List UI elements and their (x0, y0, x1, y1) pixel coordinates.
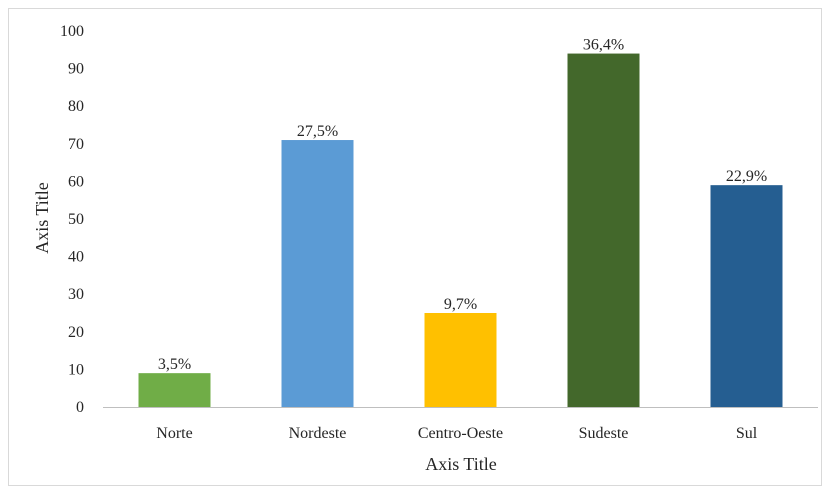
data-label: 27,5% (297, 123, 338, 140)
data-label: 36,4% (583, 37, 624, 54)
bar-sudeste (567, 53, 640, 408)
data-labels: 3,5% 27,5% 9,7% 36,4% 22,9% (158, 37, 767, 374)
y-tick-label: 50 (68, 211, 84, 228)
y-tick-label: 80 (68, 98, 84, 115)
bar-nordeste (281, 140, 354, 408)
y-tick-label: 100 (60, 23, 84, 40)
x-tick-label: Centro-Oeste (418, 425, 503, 442)
x-axis-title: Axis Title (425, 454, 497, 474)
y-tick-label: 20 (68, 324, 84, 341)
y-tick-label: 40 (68, 249, 84, 266)
data-label: 3,5% (158, 356, 191, 373)
x-tick-label: Nordeste (289, 425, 347, 442)
x-axis-ticks: Norte Nordeste Centro-Oeste Sudeste Sul (156, 425, 757, 442)
x-tick-label: Sudeste (579, 425, 629, 442)
bar-centro-oeste (424, 313, 497, 407)
bars (138, 53, 783, 408)
y-tick-label: 10 (68, 361, 84, 378)
x-tick-label: Norte (156, 425, 192, 442)
bar-sul (710, 185, 783, 407)
y-tick-label: 70 (68, 136, 84, 153)
y-tick-label: 30 (68, 286, 84, 303)
x-tick-label: Sul (736, 425, 758, 442)
y-axis-ticks: 0 10 20 30 40 50 60 70 80 90 100 (60, 23, 84, 416)
y-tick-label: 90 (68, 61, 84, 78)
y-axis-title: Axis Title (32, 182, 52, 254)
data-label: 9,7% (444, 296, 477, 313)
bar-norte (138, 373, 211, 407)
y-tick-label: 60 (68, 173, 84, 190)
y-tick-label: 0 (76, 399, 84, 416)
data-label: 22,9% (726, 168, 767, 185)
